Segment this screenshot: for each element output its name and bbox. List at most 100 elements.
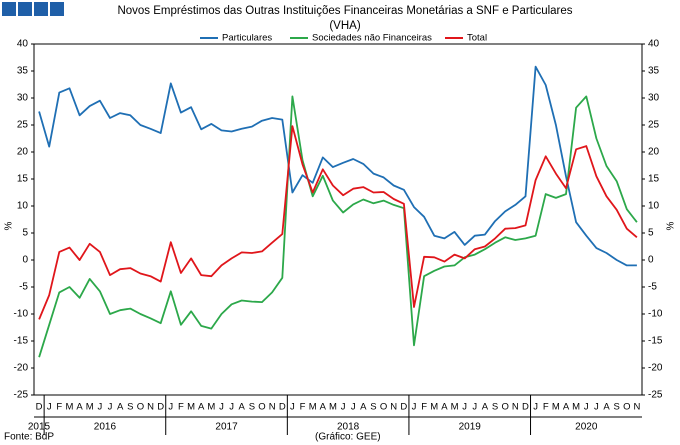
y-tick-label: 10 xyxy=(17,201,29,212)
plot-frame xyxy=(33,43,643,396)
y2-tick-label: -5 xyxy=(648,282,657,293)
y-tick-label: 25 xyxy=(17,120,29,131)
x-tick-label: O xyxy=(137,402,144,413)
legend-label: Sociedades não Financeiras xyxy=(312,33,432,44)
y2-tick-label: 40 xyxy=(648,39,660,50)
chart-subtitle: (VHA) xyxy=(329,20,360,32)
x-tick-label: S xyxy=(249,402,255,413)
x-tick-label: F xyxy=(421,402,427,413)
year-label: 2019 xyxy=(459,422,482,433)
x-tick-label: A xyxy=(563,402,570,413)
x-tick-label: A xyxy=(76,402,83,413)
y2-axis-label: % xyxy=(666,221,677,230)
x-tick-label: A xyxy=(320,402,327,413)
x-tick-label: O xyxy=(258,402,265,413)
x-tick-label: O xyxy=(502,402,509,413)
x-tick-label: S xyxy=(370,402,376,413)
legend-label: Total xyxy=(467,33,487,44)
x-tick-label: J xyxy=(290,402,295,413)
x-tick-label: J xyxy=(472,402,477,413)
y-tick-label: 30 xyxy=(17,93,29,104)
y-tick-label: -25 xyxy=(14,390,29,401)
y-tick-label: 5 xyxy=(22,228,28,239)
x-tick-label: N xyxy=(269,402,276,413)
x-tick-label: A xyxy=(360,402,367,413)
logo-square xyxy=(18,2,32,16)
logo-square xyxy=(34,2,48,16)
x-tick-label: M xyxy=(572,402,580,413)
y2-tick-label: 30 xyxy=(648,93,660,104)
year-label: 2020 xyxy=(575,422,598,433)
x-tick-label: F xyxy=(178,402,184,413)
x-tick-label: J xyxy=(594,402,599,413)
year-label: 2018 xyxy=(337,422,360,433)
x-tick-label: A xyxy=(603,402,610,413)
x-tick-label: J xyxy=(229,402,234,413)
logo-square xyxy=(50,2,64,16)
x-tick-label: A xyxy=(482,402,489,413)
x-tick-label: N xyxy=(633,402,640,413)
y2-tick-label: 10 xyxy=(648,201,660,212)
x-tick-label: F xyxy=(56,402,62,413)
y2-tick-label: 0 xyxy=(648,255,654,266)
series-line xyxy=(38,65,637,267)
y-tick-label: -10 xyxy=(14,309,29,320)
x-tick-label: S xyxy=(492,402,498,413)
y-axis-label: % xyxy=(4,221,15,230)
x-tick-label: J xyxy=(533,402,538,413)
y-tick-label: 40 xyxy=(17,39,29,50)
x-tick-label: J xyxy=(47,402,52,413)
y2-tick-label: 15 xyxy=(648,174,660,185)
y2-tick-label: -25 xyxy=(648,390,663,401)
x-tick-label: D xyxy=(36,402,43,413)
y2-tick-label: 20 xyxy=(648,147,660,158)
x-tick-label: S xyxy=(127,402,133,413)
x-tick-label: J xyxy=(351,402,356,413)
x-tick-label: D xyxy=(400,402,407,413)
x-tick-label: M xyxy=(66,402,74,413)
x-tick-label: N xyxy=(147,402,154,413)
x-tick-label: F xyxy=(300,402,306,413)
source: Fonte: BdP xyxy=(4,432,54,443)
y2-tick-label: -15 xyxy=(648,336,663,347)
x-tick-label: D xyxy=(522,402,529,413)
y2-tick-label: 35 xyxy=(648,66,660,77)
year-label: 2017 xyxy=(215,422,238,433)
y-tick-label: -5 xyxy=(19,282,28,293)
x-tick-label: A xyxy=(239,402,246,413)
x-tick-label: M xyxy=(309,402,317,413)
x-tick-label: M xyxy=(86,402,94,413)
y-tick-label: 0 xyxy=(22,255,28,266)
y2-tick-label: -10 xyxy=(648,309,663,320)
x-tick-label: M xyxy=(329,402,337,413)
x-tick-label: N xyxy=(512,402,519,413)
credit: (Gráfico: GEE) xyxy=(315,432,381,443)
x-tick-label: J xyxy=(168,402,173,413)
x-tick-label: J xyxy=(412,402,417,413)
y-tick-label: -15 xyxy=(14,336,29,347)
chart-title: Novos Empréstimos das Outras Instituiçõe… xyxy=(117,5,572,17)
y-tick-label: 20 xyxy=(17,147,29,158)
y-tick-label: -20 xyxy=(14,363,29,374)
x-tick-label: J xyxy=(219,402,224,413)
legend-label: Particulares xyxy=(222,33,272,44)
y-tick-label: 15 xyxy=(17,174,29,185)
x-tick-label: J xyxy=(108,402,113,413)
x-tick-label: M xyxy=(451,402,459,413)
y2-tick-label: 25 xyxy=(648,120,660,131)
x-tick-label: D xyxy=(157,402,164,413)
x-tick-label: O xyxy=(623,402,630,413)
x-tick-label: A xyxy=(117,402,124,413)
x-tick-label: A xyxy=(441,402,448,413)
x-tick-label: D xyxy=(279,402,286,413)
x-tick-label: M xyxy=(430,402,438,413)
x-tick-label: O xyxy=(380,402,387,413)
x-tick-label: J xyxy=(584,402,589,413)
x-tick-label: M xyxy=(207,402,215,413)
y2-tick-label: -20 xyxy=(648,363,663,374)
x-tick-label: M xyxy=(552,402,560,413)
year-label: 2016 xyxy=(94,422,117,433)
x-tick-label: J xyxy=(462,402,467,413)
